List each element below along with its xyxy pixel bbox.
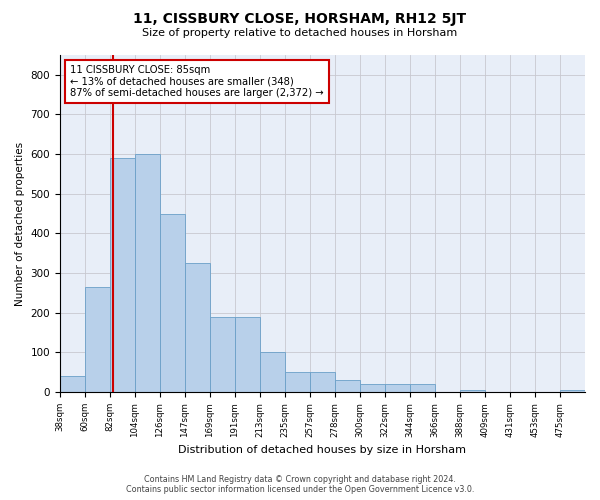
- Text: Contains HM Land Registry data © Crown copyright and database right 2024.
Contai: Contains HM Land Registry data © Crown c…: [126, 474, 474, 494]
- Bar: [60, 376, 85, 392]
- Bar: [560, 390, 585, 392]
- Bar: [85, 287, 110, 392]
- Bar: [235, 316, 260, 392]
- Bar: [460, 390, 485, 392]
- Bar: [260, 352, 285, 392]
- Bar: [135, 154, 160, 392]
- X-axis label: Distribution of detached houses by size in Horsham: Distribution of detached houses by size …: [178, 445, 466, 455]
- Bar: [310, 372, 335, 392]
- Bar: [185, 263, 210, 392]
- Bar: [210, 316, 235, 392]
- Y-axis label: Number of detached properties: Number of detached properties: [15, 142, 25, 306]
- Bar: [285, 372, 310, 392]
- Text: 11, CISSBURY CLOSE, HORSHAM, RH12 5JT: 11, CISSBURY CLOSE, HORSHAM, RH12 5JT: [133, 12, 467, 26]
- Text: 11 CISSBURY CLOSE: 85sqm
← 13% of detached houses are smaller (348)
87% of semi-: 11 CISSBURY CLOSE: 85sqm ← 13% of detach…: [70, 65, 324, 98]
- Bar: [360, 384, 385, 392]
- Bar: [160, 214, 185, 392]
- Bar: [410, 384, 435, 392]
- Bar: [385, 384, 410, 392]
- Bar: [110, 158, 135, 392]
- Bar: [335, 380, 360, 392]
- Text: Size of property relative to detached houses in Horsham: Size of property relative to detached ho…: [142, 28, 458, 38]
